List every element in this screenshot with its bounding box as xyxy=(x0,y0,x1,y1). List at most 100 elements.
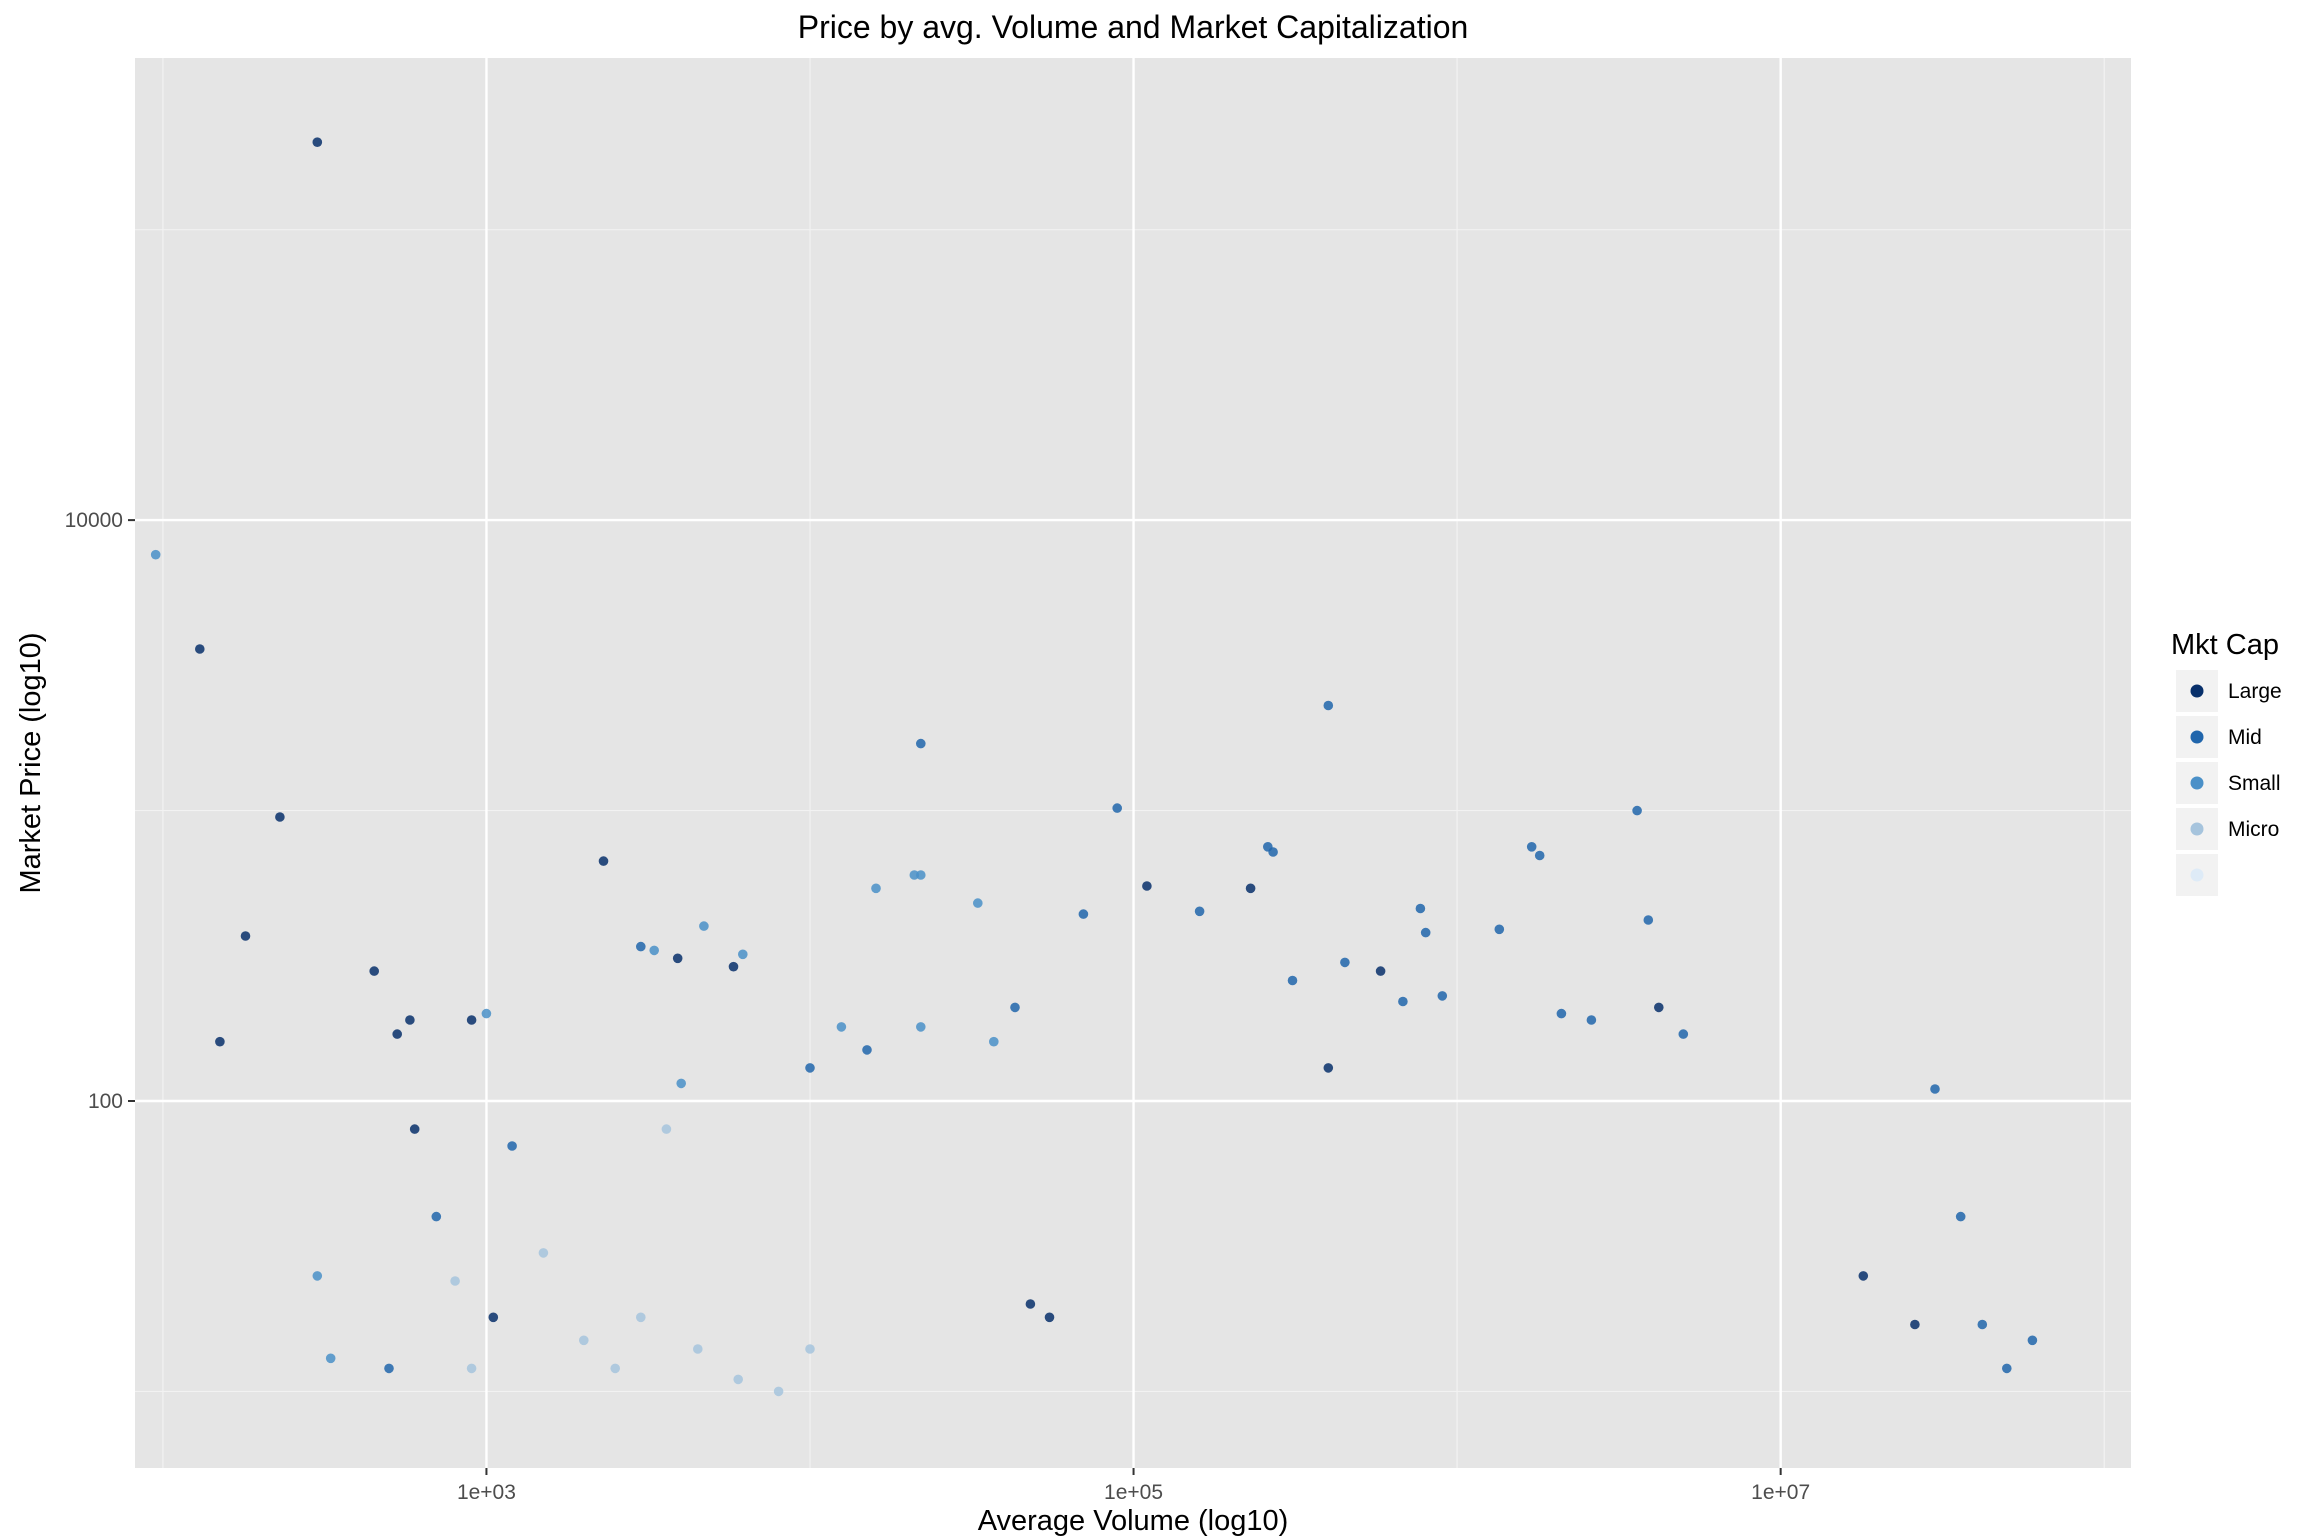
data-point-mid xyxy=(431,1211,442,1222)
data-point-large xyxy=(598,856,609,866)
data-point-mid xyxy=(1194,906,1205,917)
data-point-mid xyxy=(1437,991,1448,1001)
data-point-small xyxy=(871,883,881,894)
data-point-large xyxy=(672,953,683,964)
data-point-mid xyxy=(2027,1335,2038,1346)
data-point-large xyxy=(312,137,323,147)
x-axis: 1e+03 1e+05 1e+07 xyxy=(457,1468,1810,1504)
legend-key-swatch xyxy=(2190,868,2204,882)
data-point-large xyxy=(1142,881,1152,891)
data-point-small xyxy=(836,1022,847,1032)
x-tick-label: 1e+03 xyxy=(457,1481,516,1504)
data-point-mid xyxy=(1268,847,1278,857)
y-tick-label: 10000 xyxy=(65,509,123,532)
data-point-mid xyxy=(1010,1002,1020,1013)
data-point-mid xyxy=(1494,924,1505,935)
legend-entry-label: Large xyxy=(2228,680,2282,703)
data-point-micro xyxy=(450,1276,460,1286)
data-point-small xyxy=(989,1036,999,1047)
data-point-small xyxy=(738,949,748,960)
data-point-micro xyxy=(466,1363,477,1374)
data-point-large xyxy=(1044,1312,1055,1323)
data-point-large xyxy=(1245,883,1256,894)
data-point-mid xyxy=(805,1063,815,1073)
data-point-small xyxy=(481,1008,492,1019)
major-grid xyxy=(135,58,2131,1468)
data-point-mid xyxy=(1586,1015,1597,1025)
legend-key-swatch xyxy=(2190,684,2204,698)
data-point-large xyxy=(240,931,251,941)
data-point-large xyxy=(1654,1002,1664,1013)
data-point-micro xyxy=(733,1374,743,1385)
data-point-small xyxy=(312,1271,323,1281)
data-point-mid xyxy=(384,1363,394,1374)
data-point-mid xyxy=(636,941,646,952)
data-point-mid xyxy=(1955,1211,1966,1222)
data-point-mid xyxy=(1112,803,1122,813)
data-point-small xyxy=(325,1353,336,1364)
data-point-mid xyxy=(916,738,926,749)
data-point-mid xyxy=(1398,996,1408,1007)
data-point-large xyxy=(409,1124,420,1134)
data-point-mid xyxy=(1340,957,1350,968)
data-point-mid xyxy=(1930,1084,1940,1094)
legend-entry-label: Mid xyxy=(2228,726,2262,749)
legend-key-swatch xyxy=(2190,822,2204,836)
data-point-micro xyxy=(773,1386,784,1397)
legend-title: Mkt Cap xyxy=(2171,629,2279,661)
x-tick-label: 1e+07 xyxy=(1751,1481,1810,1504)
chart-title: Price by avg. Volume and Market Capitali… xyxy=(798,9,1469,45)
data-point-mid xyxy=(1323,700,1334,711)
data-point-large xyxy=(369,966,380,976)
legend: Large Mid Small Micro xyxy=(2176,670,2282,896)
data-point-mid xyxy=(1415,903,1426,914)
data-point-mid xyxy=(1287,975,1298,986)
data-point-large xyxy=(466,1015,477,1025)
y-tick-label: 100 xyxy=(88,1090,123,1113)
data-point-mid xyxy=(1526,842,1537,852)
data-point-small xyxy=(973,898,983,908)
data-point-mid xyxy=(862,1045,872,1055)
data-point-small xyxy=(676,1078,686,1089)
data-point-micro xyxy=(805,1344,815,1354)
legend-key-swatch xyxy=(2190,730,2204,744)
data-point-large xyxy=(1858,1271,1869,1281)
data-point-large xyxy=(1025,1299,1036,1309)
data-point-micro xyxy=(579,1335,589,1346)
data-point-micro xyxy=(636,1312,646,1323)
data-point-mid xyxy=(2002,1363,2012,1374)
data-point-large xyxy=(728,961,739,972)
x-axis-label: Average Volume (log10) xyxy=(978,1505,1289,1536)
data-point-micro xyxy=(610,1363,620,1374)
data-point-mid xyxy=(1977,1319,1988,1330)
data-point-mid xyxy=(1534,850,1545,861)
data-point-large xyxy=(215,1036,225,1047)
data-point-large xyxy=(1910,1319,1920,1330)
data-point-small xyxy=(699,921,709,931)
data-point-large xyxy=(392,1029,403,1039)
legend-entry-label: Micro xyxy=(2228,818,2279,841)
y-axis: 100 10000 xyxy=(65,509,135,1113)
data-point-large xyxy=(405,1015,415,1025)
data-point-mid xyxy=(1632,805,1642,816)
data-point-small xyxy=(150,549,161,560)
data-point-large xyxy=(275,812,285,822)
data-point-mid xyxy=(1556,1008,1567,1019)
data-point-small xyxy=(909,870,920,880)
data-point-micro xyxy=(661,1124,672,1134)
data-point-micro xyxy=(693,1344,703,1354)
data-point-mid xyxy=(1678,1029,1689,1039)
data-point-small xyxy=(649,945,659,956)
data-point-mid xyxy=(1078,909,1089,919)
data-points xyxy=(150,137,2038,1397)
data-point-mid xyxy=(507,1141,517,1151)
data-point-micro xyxy=(538,1248,549,1258)
data-point-mid xyxy=(1420,927,1431,938)
y-axis-label: Market Price (log10) xyxy=(15,632,47,893)
legend-entry-label: Small xyxy=(2228,772,2281,795)
data-point-mid xyxy=(1643,915,1654,925)
legend-key-swatch xyxy=(2190,776,2204,790)
data-point-large xyxy=(488,1312,499,1323)
data-point-large xyxy=(1375,966,1386,976)
